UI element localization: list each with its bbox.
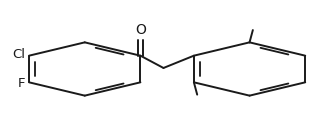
Text: F: F [18, 77, 25, 90]
Text: Cl: Cl [12, 48, 25, 61]
Text: O: O [135, 22, 146, 37]
